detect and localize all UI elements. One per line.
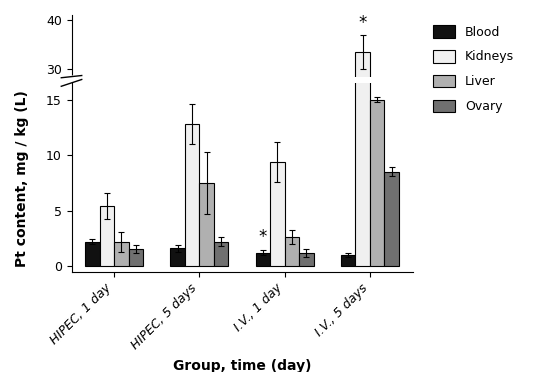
Bar xyxy=(129,210,143,217)
Bar xyxy=(100,206,114,266)
Bar xyxy=(114,206,129,217)
Bar xyxy=(384,171,399,266)
Bar xyxy=(214,206,228,217)
Bar xyxy=(214,241,228,266)
Bar xyxy=(199,183,214,266)
Bar xyxy=(114,241,129,266)
Bar xyxy=(299,212,314,217)
Text: *: * xyxy=(359,14,367,32)
Bar xyxy=(185,154,199,217)
Bar xyxy=(270,162,285,266)
X-axis label: Group, time (day): Group, time (day) xyxy=(173,359,311,372)
Bar xyxy=(185,124,199,266)
Bar xyxy=(129,249,143,266)
Bar xyxy=(370,143,384,217)
Bar xyxy=(85,241,100,266)
Bar xyxy=(370,100,384,266)
Bar xyxy=(256,212,270,217)
Bar xyxy=(170,248,185,266)
Bar xyxy=(270,171,285,217)
Bar xyxy=(100,191,114,217)
Text: *: * xyxy=(258,228,267,246)
Bar xyxy=(341,255,355,266)
Text: Pt content, mg / kg (L): Pt content, mg / kg (L) xyxy=(15,90,29,267)
Legend: Blood, Kidneys, Liver, Ovary: Blood, Kidneys, Liver, Ovary xyxy=(429,21,518,117)
Bar xyxy=(285,237,299,266)
Bar xyxy=(341,212,355,217)
Bar xyxy=(85,206,100,217)
Bar xyxy=(285,205,299,217)
Bar xyxy=(170,209,185,217)
Bar xyxy=(355,52,370,217)
Bar xyxy=(299,253,314,266)
Bar xyxy=(384,176,399,217)
Bar xyxy=(355,0,370,266)
Bar xyxy=(199,180,214,217)
Bar xyxy=(256,253,270,266)
